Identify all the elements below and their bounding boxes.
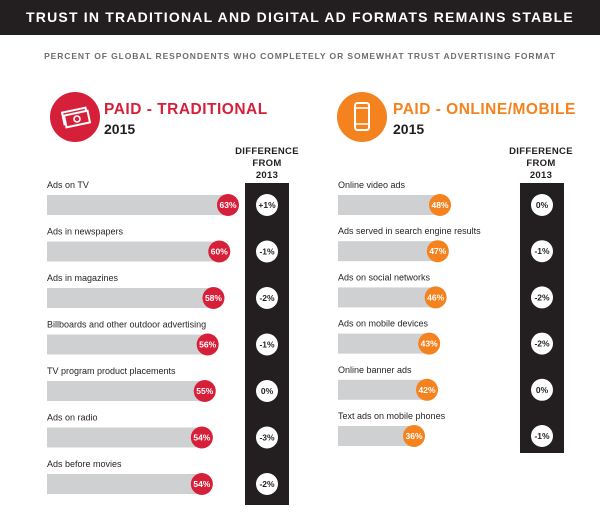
value-badge bbox=[196, 333, 219, 356]
category-label: Ads on radio bbox=[47, 413, 98, 423]
bar bbox=[47, 427, 204, 448]
money-icon bbox=[50, 92, 100, 142]
bar bbox=[338, 287, 438, 308]
diff-header-line: FROM bbox=[252, 158, 282, 169]
difference-badge bbox=[531, 332, 553, 355]
value-badge bbox=[190, 426, 213, 449]
difference-label: -2% bbox=[534, 292, 550, 302]
category-label: Ads on TV bbox=[47, 180, 89, 190]
bar bbox=[47, 195, 230, 215]
value-label: 54% bbox=[193, 479, 210, 489]
difference-badge bbox=[256, 194, 278, 216]
difference-badge bbox=[531, 378, 553, 401]
value-label: 58% bbox=[205, 293, 222, 303]
difference-label: 0% bbox=[536, 200, 549, 210]
difference-badge bbox=[531, 194, 553, 216]
difference-badge bbox=[531, 240, 553, 263]
difference-badge bbox=[256, 473, 278, 495]
value-label: 56% bbox=[199, 340, 216, 350]
difference-label: 0% bbox=[536, 385, 549, 395]
value-label: 63% bbox=[219, 200, 236, 210]
diff-header-traditional: DIFFERENCE FROM 2013 bbox=[232, 146, 302, 182]
value-badge bbox=[208, 240, 231, 263]
bar bbox=[338, 379, 429, 400]
category-label: Ads on mobile devices bbox=[338, 319, 429, 329]
value-label: 55% bbox=[196, 386, 213, 396]
value-badge bbox=[424, 286, 447, 309]
difference-badge bbox=[256, 333, 278, 356]
category-label: Online video ads bbox=[338, 180, 406, 190]
value-badge bbox=[416, 378, 438, 401]
diff-header-line: 2013 bbox=[255, 170, 279, 181]
difference-badge bbox=[256, 240, 278, 263]
diff-header-line: DIFFERENCE bbox=[235, 146, 299, 157]
category-label: Ads in magazines bbox=[47, 273, 119, 283]
category-label: Ads in newspapers bbox=[47, 227, 124, 237]
chart-subtitle: PERCENT OF GLOBAL RESPONDENTS WHO COMPLE… bbox=[44, 51, 556, 61]
bar bbox=[338, 333, 432, 354]
panel-year-online: 2015 bbox=[393, 121, 425, 137]
value-label: 36% bbox=[405, 431, 422, 441]
value-badge bbox=[429, 194, 451, 216]
diff-column-online bbox=[520, 183, 564, 453]
value-label: 43% bbox=[421, 339, 438, 349]
difference-badge bbox=[531, 286, 553, 309]
category-label: Billboards and other outdoor advertising bbox=[47, 320, 206, 330]
difference-badge bbox=[256, 287, 278, 309]
category-label: Ads before movies bbox=[47, 459, 122, 469]
category-label: Ads served in search engine results bbox=[338, 226, 481, 236]
bar bbox=[338, 426, 416, 446]
panel-year-traditional: 2015 bbox=[104, 121, 136, 137]
category-label: Text ads on mobile phones bbox=[338, 411, 446, 421]
panel-title-online: PAID - ONLINE/MOBILE bbox=[393, 101, 576, 118]
difference-badge bbox=[256, 426, 278, 449]
bar bbox=[47, 474, 204, 494]
difference-label: -2% bbox=[534, 339, 550, 349]
mobile-phone-icon bbox=[337, 92, 387, 142]
difference-label: -1% bbox=[259, 247, 275, 257]
diff-header-line: FROM bbox=[526, 158, 556, 169]
difference-label: -2% bbox=[259, 293, 275, 303]
value-badge bbox=[426, 240, 449, 263]
value-label: 47% bbox=[429, 246, 446, 256]
diff-header-online: DIFFERENCE FROM 2013 bbox=[506, 146, 576, 182]
difference-label: -1% bbox=[259, 340, 275, 350]
value-badge bbox=[403, 425, 425, 447]
bar bbox=[338, 195, 442, 215]
difference-label: -3% bbox=[259, 433, 275, 443]
diff-header-line: DIFFERENCE bbox=[509, 146, 573, 157]
bar bbox=[47, 288, 216, 308]
value-badge bbox=[190, 473, 213, 495]
difference-badge bbox=[256, 380, 278, 402]
category-label: Online banner ads bbox=[338, 365, 412, 375]
bar bbox=[47, 241, 222, 262]
diff-header-line: 2013 bbox=[529, 170, 553, 181]
value-badge bbox=[193, 380, 216, 402]
category-label: TV program product placements bbox=[47, 366, 176, 376]
bar bbox=[338, 241, 440, 262]
value-label: 46% bbox=[427, 292, 444, 302]
panel-title-traditional: PAID - TRADITIONAL bbox=[104, 101, 268, 118]
difference-label: +1% bbox=[258, 200, 276, 210]
bar bbox=[47, 381, 207, 401]
value-badge bbox=[418, 332, 441, 355]
value-badge bbox=[217, 194, 239, 216]
value-label: 48% bbox=[431, 200, 448, 210]
bar bbox=[47, 334, 210, 355]
value-badge bbox=[202, 287, 225, 309]
page-title: TRUST IN TRADITIONAL AND DIGITAL AD FORM… bbox=[0, 0, 600, 35]
difference-label: -1% bbox=[534, 431, 550, 441]
category-label: Ads on social networks bbox=[338, 272, 431, 282]
difference-badge bbox=[531, 425, 553, 447]
difference-label: -1% bbox=[534, 246, 550, 256]
difference-label: 0% bbox=[261, 386, 274, 396]
value-label: 42% bbox=[418, 385, 435, 395]
value-label: 54% bbox=[193, 433, 210, 443]
difference-label: -2% bbox=[259, 479, 275, 489]
value-label: 60% bbox=[211, 247, 228, 257]
